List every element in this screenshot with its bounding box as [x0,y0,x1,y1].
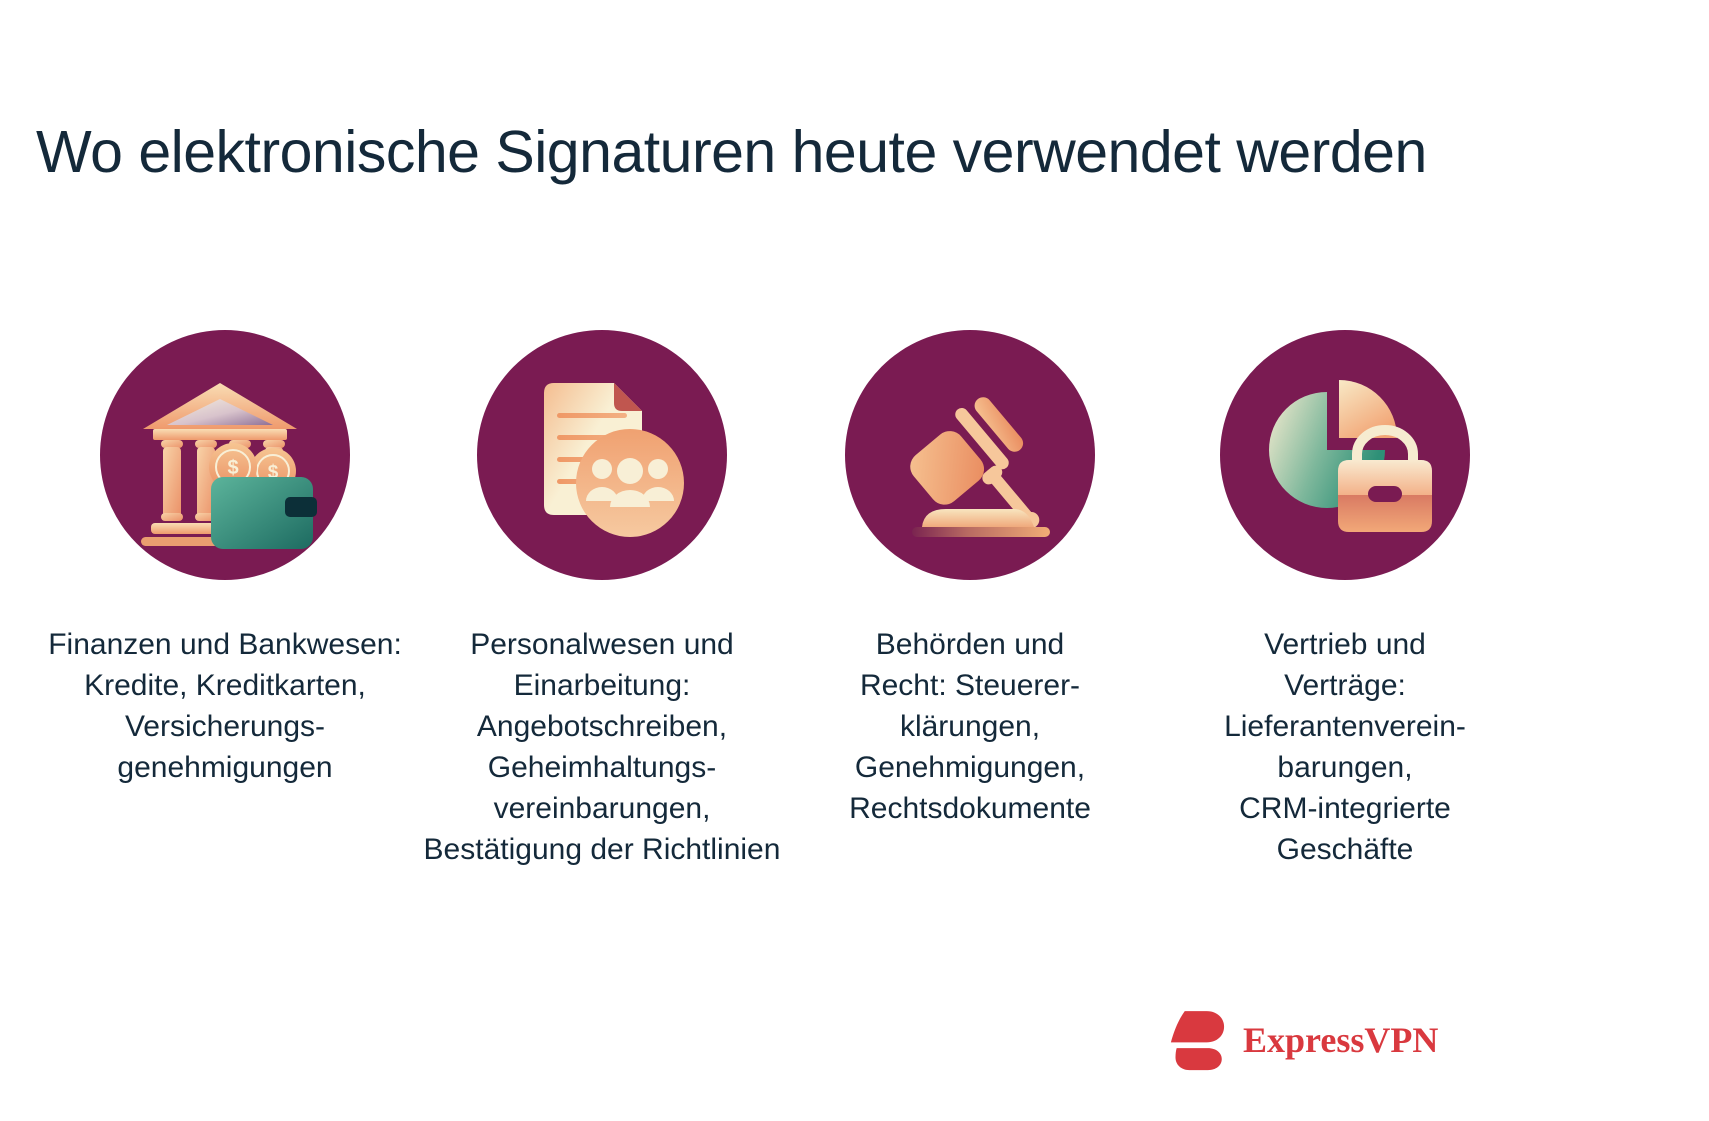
infographic-item-sales: Vertrieb und Verträge: Lieferantenverein… [1120,330,1570,870]
expressvpn-logo-icon [1170,1011,1225,1071]
sales-badge [1220,330,1470,580]
hr-badge [477,330,727,580]
finance-badge: $ $ [100,330,350,580]
svg-text:$: $ [227,457,238,479]
team-icon [576,429,684,537]
legal-badge [845,330,1095,580]
legal-caption: Behörden und Recht: Steuerer- klärungen,… [849,628,1091,825]
infographic-item-finance: $ $ Finanzen und Bankwesen: Kredite, Kre… [0,330,450,788]
bank-wallet-icon: $ $ [141,383,317,549]
finance-caption: Finanzen und Bankwesen: Kredite, Kreditk… [48,628,402,784]
hr-caption: Personalwesen und Einarbeitung: Angebots… [423,628,781,866]
infographic-item-legal: Behörden und Recht: Steuerer- klärungen,… [745,330,1195,829]
briefcase-icon [1338,425,1432,532]
page-title: Wo elektronische Signaturen heute verwen… [36,119,1427,185]
brand-wordmark: ExpressVPN [1243,1020,1439,1060]
brand-logo: ExpressVPN [1157,1003,1438,1077]
pie-chart-briefcase-icon [1269,380,1432,532]
gavel-icon [910,397,1050,537]
sales-caption: Vertrieb und Verträge: Lieferantenverein… [1224,628,1466,866]
wallet-icon [211,477,317,549]
infographic-item-hr: Personalwesen und Einarbeitung: Angebots… [377,330,827,870]
document-team-icon [544,383,684,537]
svg-text:$: $ [268,462,279,483]
